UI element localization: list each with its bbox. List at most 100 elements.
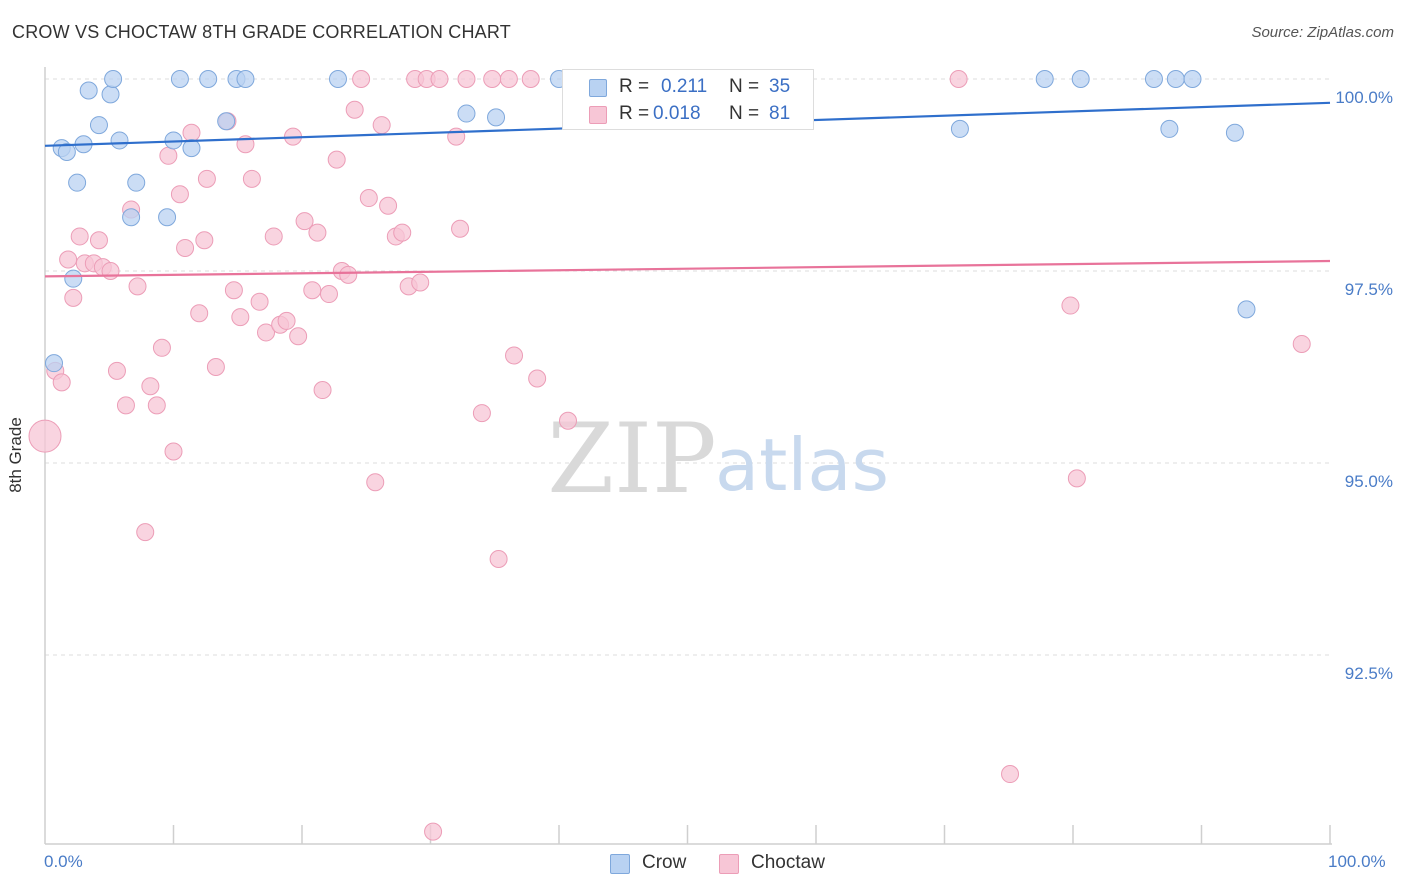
choctaw-point <box>1061 296 1080 315</box>
choctaw-point <box>424 822 443 841</box>
choctaw-point <box>483 70 502 88</box>
choctaw-point <box>70 227 89 246</box>
choctaw-point <box>170 185 189 204</box>
crow-point <box>110 131 129 150</box>
crow-point <box>101 85 120 104</box>
crow-point <box>199 70 218 88</box>
choctaw-point <box>206 358 225 376</box>
choctaw-point <box>197 169 216 188</box>
x-tick-label-min: 0.0% <box>44 852 83 871</box>
choctaw-point <box>101 262 120 280</box>
crow-n-label: N = <box>729 76 760 97</box>
choctaw-point <box>190 304 209 323</box>
choctaw-point <box>242 169 261 188</box>
y-tick-label: 92.5% <box>1345 664 1393 683</box>
crow-legend-label: Crow <box>642 852 687 873</box>
choctaw-legend-swatch <box>719 854 739 874</box>
choctaw-point <box>472 404 491 423</box>
crow-point <box>64 269 83 288</box>
choctaw-point <box>345 100 364 119</box>
choctaw-point <box>28 419 62 453</box>
crow-point <box>158 208 177 227</box>
crow-point <box>182 139 201 158</box>
crow-point <box>79 81 98 100</box>
choctaw-point <box>152 338 171 357</box>
choctaw-swatch <box>589 106 607 124</box>
crow-point <box>104 70 123 88</box>
choctaw-point <box>295 212 314 231</box>
choctaw-point <box>308 223 327 242</box>
chart-source: Source: ZipAtlas.com <box>1251 24 1394 41</box>
crow-point <box>1035 70 1054 88</box>
choctaw-point <box>379 196 398 215</box>
choctaw-r-label: R = <box>619 103 650 124</box>
crow-point <box>1166 70 1185 88</box>
choctaw-point <box>359 189 378 208</box>
choctaw-point <box>339 265 358 284</box>
x-tick-label-max: 100.0% <box>1328 852 1386 871</box>
choctaw-point <box>430 70 449 88</box>
choctaw-point <box>303 281 322 300</box>
choctaw-point <box>257 323 276 342</box>
crow-swatch <box>589 79 607 97</box>
choctaw-point <box>1067 469 1086 488</box>
y-tick-label: 97.5% <box>1345 280 1393 299</box>
choctaw-point <box>277 311 296 330</box>
crow-legend-swatch <box>610 854 630 874</box>
crow-point <box>127 173 146 192</box>
choctaw-legend-label: Choctaw <box>751 852 825 873</box>
crow-point <box>1160 119 1179 138</box>
choctaw-point <box>107 361 126 380</box>
choctaw-point <box>1292 334 1311 353</box>
crow-point <box>328 70 347 88</box>
crow-n-value: 35 <box>769 76 791 97</box>
crow-point <box>1071 70 1090 88</box>
choctaw-point <box>250 292 269 311</box>
choctaw-point <box>949 70 968 88</box>
crow-point <box>217 112 236 131</box>
crow-point <box>68 173 87 192</box>
choctaw-point <box>505 346 524 365</box>
choctaw-point <box>411 273 430 292</box>
choctaw-point <box>195 231 214 250</box>
crow-point <box>487 108 506 127</box>
crow-point <box>170 70 189 88</box>
watermark-atlas: atlas <box>715 423 889 507</box>
choctaw-n-value: 81 <box>769 103 791 124</box>
crow-point <box>950 119 969 138</box>
crow-point <box>1144 70 1163 88</box>
watermark: ZIP atlas <box>547 403 889 515</box>
choctaw-point <box>116 396 135 415</box>
crow-point <box>1183 70 1202 88</box>
crow-r-label: R = <box>619 76 650 97</box>
choctaw-point <box>176 238 195 257</box>
choctaw-n-label: N = <box>729 103 760 124</box>
choctaw-point <box>231 308 250 327</box>
choctaw-point <box>64 288 83 307</box>
crow-point <box>89 116 108 135</box>
choctaw-point <box>164 442 183 461</box>
stats-legend: R = 0.211 N = 35 R = 0.018 N = 81 <box>562 69 814 130</box>
crow-point <box>1237 300 1256 319</box>
y-tick-labels: 100.0% 97.5% 95.0% 92.5% <box>1335 88 1393 683</box>
choctaw-point <box>141 377 160 396</box>
choctaw-r-value: 0.018 <box>653 103 701 124</box>
grid-lines <box>45 78 1330 656</box>
choctaw-point <box>366 473 385 492</box>
choctaw-point <box>224 281 243 300</box>
chart-title: CROW VS CHOCTAW 8TH GRADE CORRELATION CH… <box>12 22 511 42</box>
choctaw-point <box>289 327 308 346</box>
choctaw-point <box>147 396 166 415</box>
crow-point <box>457 104 476 123</box>
choctaw-trend-line <box>44 259 1331 278</box>
y-tick-label: 100.0% <box>1335 88 1393 107</box>
choctaw-point <box>59 250 78 269</box>
choctaw-point <box>52 373 71 392</box>
choctaw-point <box>352 70 371 88</box>
choctaw-point <box>457 70 476 88</box>
y-tick-label: 95.0% <box>1345 472 1393 491</box>
choctaw-point <box>89 231 108 250</box>
choctaw-point <box>489 550 508 568</box>
choctaw-point <box>128 277 147 296</box>
